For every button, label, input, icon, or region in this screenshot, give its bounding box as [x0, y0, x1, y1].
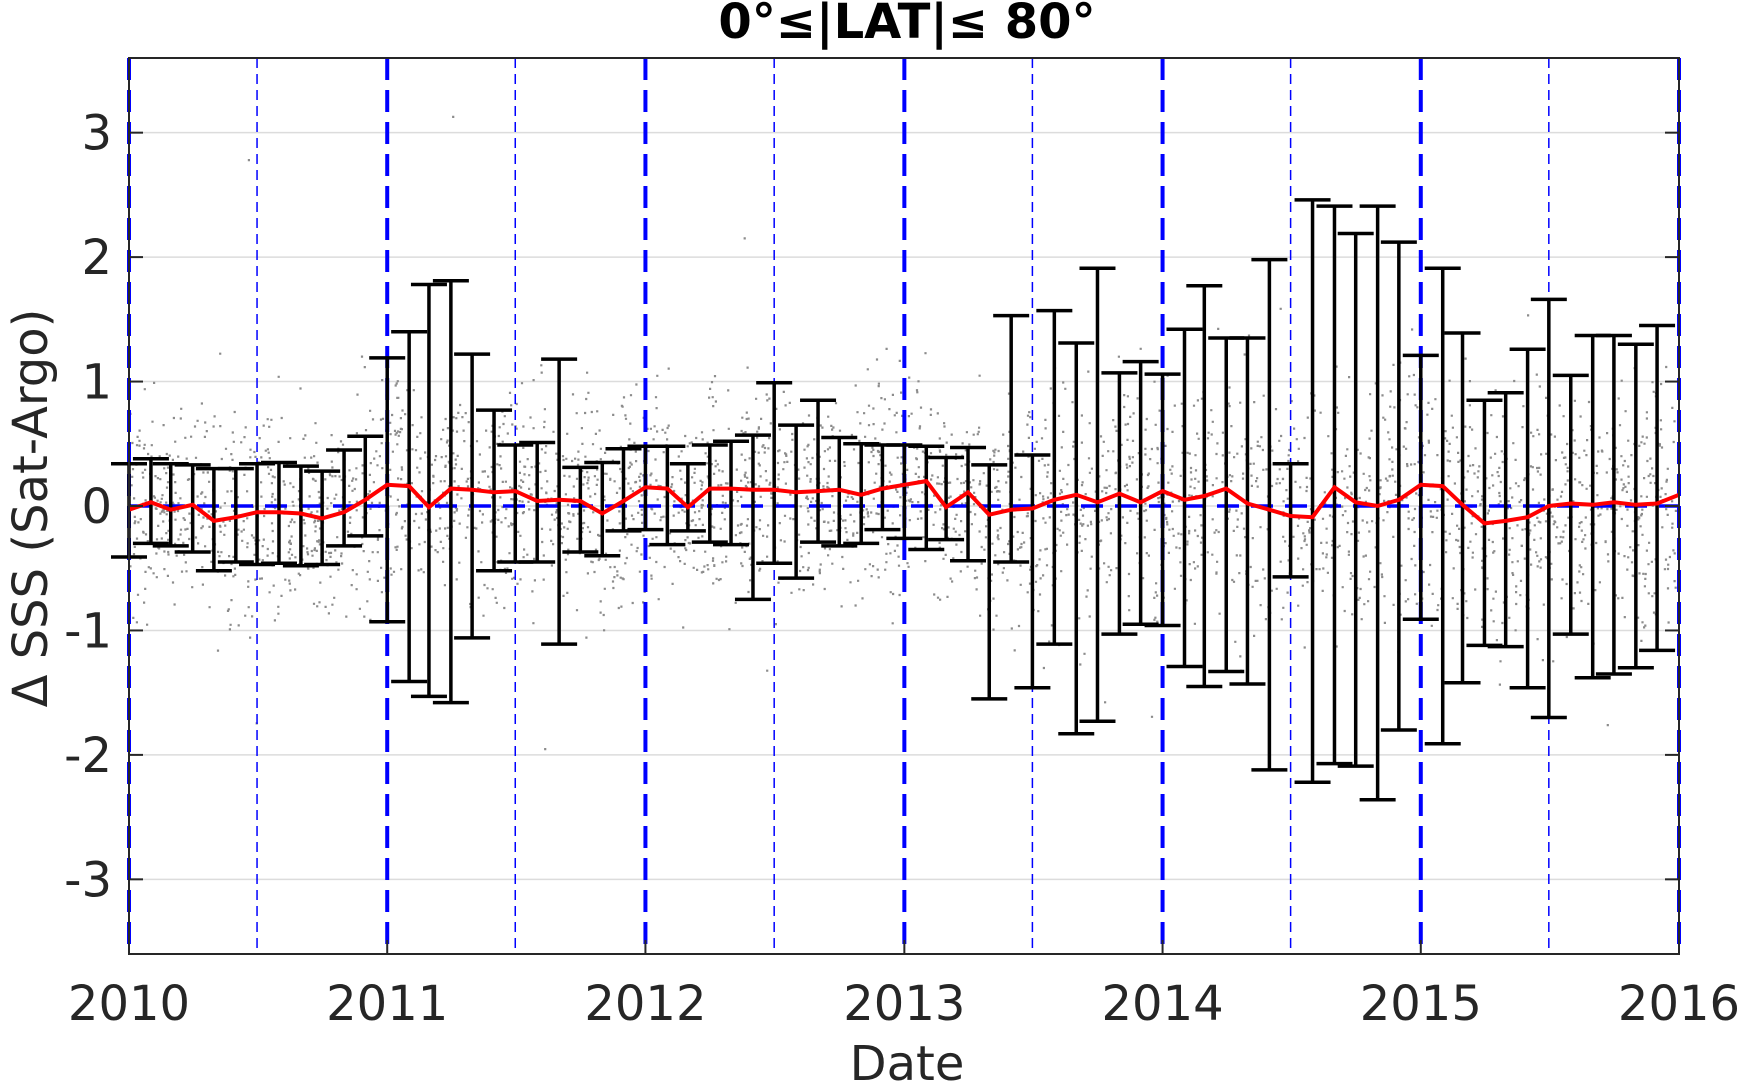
error-bar [1294, 198, 1331, 785]
y-axis-label: Δ SSS (Sat-Argo) [3, 309, 59, 708]
error-bar [1530, 297, 1567, 720]
error-bar [778, 423, 815, 580]
x-tick-label: 2011 [326, 976, 448, 1032]
error-bar [1380, 240, 1417, 732]
x-axis-label: Date [850, 1036, 965, 1087]
error-bar [950, 445, 987, 563]
error-bar [800, 398, 837, 544]
error-bar [1229, 336, 1266, 686]
error-bar [1337, 231, 1374, 768]
error-bar [713, 439, 750, 547]
error-bar [669, 461, 706, 533]
x-tick-labels: 2010 2011 2012 2013 2014 2015 2016 [68, 976, 1740, 1032]
x-tick-label: 2015 [1360, 976, 1482, 1032]
error-bar [734, 433, 771, 602]
chart-title: 0°≤|LAT|≤ 80° [718, 0, 1095, 50]
error-bar [756, 381, 793, 565]
error-bar [993, 313, 1030, 564]
error-bar [1444, 331, 1481, 685]
error-bar [1359, 204, 1396, 802]
error-bar [1144, 372, 1181, 628]
error-bar [1639, 323, 1676, 653]
error-bar [908, 444, 945, 552]
error-bar [454, 352, 491, 640]
error-bar [928, 455, 965, 542]
error-bar [391, 330, 428, 684]
error-bar [1079, 266, 1116, 724]
y-tick-label: 2 [81, 230, 112, 286]
error-bar [1014, 453, 1051, 690]
y-tick-label: -3 [64, 852, 112, 908]
error-bar [1424, 266, 1461, 746]
y-tick-label: 3 [81, 106, 112, 162]
error-bar [369, 356, 406, 624]
y-tick-label: -1 [64, 603, 112, 659]
error-bar [649, 444, 686, 547]
y-tick-labels: 3 2 1 0 -1 -2 -3 [64, 106, 112, 909]
error-bar [1058, 341, 1095, 736]
error-bar [1272, 461, 1309, 579]
y-tick-label: 1 [81, 355, 112, 411]
error-bar [562, 465, 599, 554]
error-bar [432, 279, 469, 705]
error-bar [1036, 308, 1073, 646]
error-bar [1186, 283, 1223, 689]
error-bar [410, 282, 447, 699]
error-bar [347, 434, 384, 538]
error-bar [971, 463, 1008, 701]
error-bar [326, 448, 363, 548]
error-bar [1595, 333, 1632, 676]
x-tick-label: 2014 [1101, 976, 1223, 1032]
error-bar [1101, 371, 1138, 636]
x-tick-label: 2010 [68, 976, 190, 1032]
error-bar [174, 463, 211, 554]
y-tick-label: -2 [64, 728, 112, 784]
mean-line [128, 478, 1680, 526]
x-tick-label: 2016 [1618, 976, 1740, 1032]
error-bar [1402, 353, 1439, 621]
x-tick-label: 2013 [843, 976, 965, 1032]
y-tick-label: 0 [81, 479, 112, 535]
error-bar [584, 460, 621, 558]
axis-ticks [128, 131, 1680, 954]
x-tick-label: 2012 [584, 976, 706, 1032]
error-bar [1251, 257, 1288, 772]
error-bar [691, 443, 728, 544]
